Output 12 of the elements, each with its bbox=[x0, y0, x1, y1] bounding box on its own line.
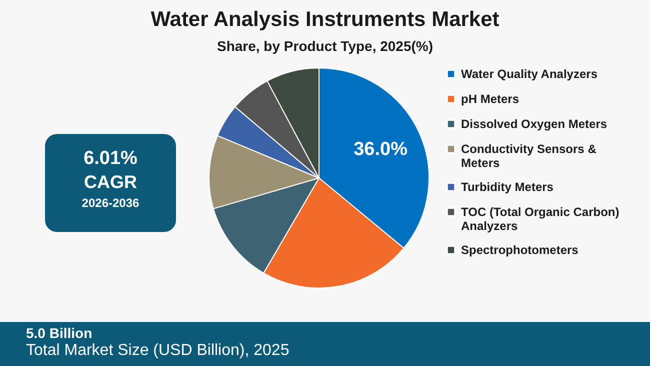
info-box: 6.01% CAGR 2026-2036 bbox=[45, 134, 176, 232]
legend-label: pH Meters bbox=[461, 92, 520, 106]
chart-title: Water Analysis Instruments Market bbox=[150, 8, 500, 32]
legend-label: Water Quality Analyzers bbox=[461, 67, 598, 81]
legend-label: Spectrophotometers bbox=[461, 243, 579, 257]
legend-label: Dissolved Oxygen Meters bbox=[461, 117, 608, 131]
legend-label: Turbidity Meters bbox=[461, 180, 554, 194]
legend-label: Conductivity Sensors & Meters bbox=[461, 142, 597, 170]
data-label: 36.0% bbox=[354, 139, 408, 160]
legend-label: TOC (Total Organic Carbon) Analyzers bbox=[461, 205, 620, 233]
footer-panel: 5.0 Billion Total Market Size (USD Billion), 2025 bbox=[0, 322, 650, 366]
chart-subtitle: Share, by Product Type, 2025(%) bbox=[216, 38, 434, 54]
